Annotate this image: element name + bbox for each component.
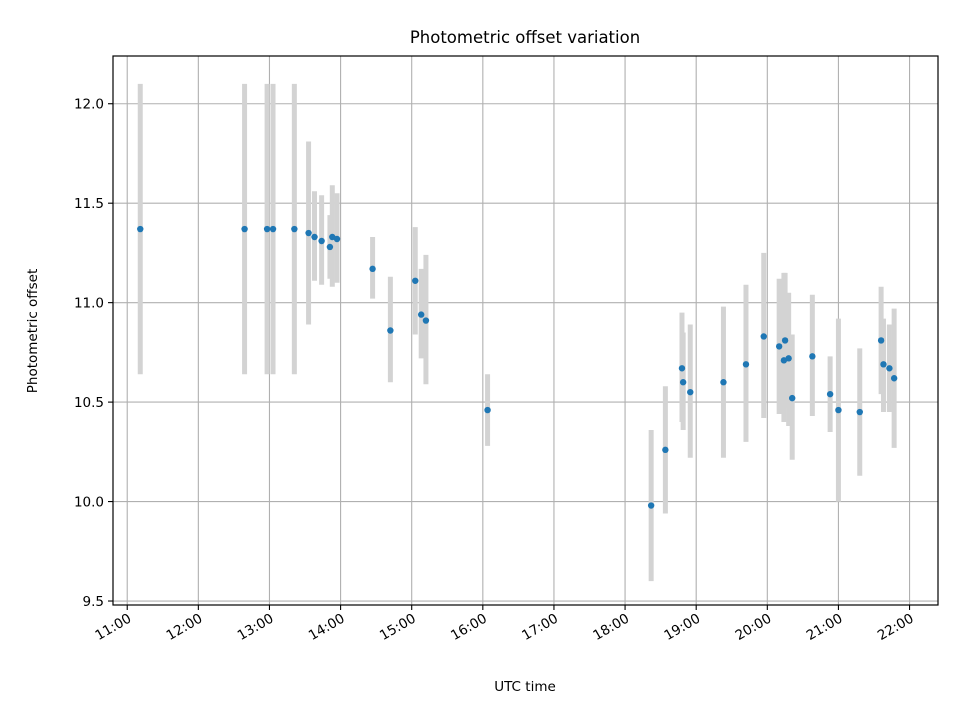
- data-point: [835, 406, 842, 414]
- data-point: [263, 225, 271, 233]
- data-point: [720, 379, 727, 386]
- data-point: [241, 225, 248, 233]
- y-axis-ticks: 9.5 10.0 10.5 11.0 11.5 12.0: [74, 97, 113, 610]
- data-point: [422, 317, 430, 324]
- data-point: [687, 388, 694, 396]
- grid: [113, 56, 938, 605]
- data-point: [412, 277, 419, 284]
- data-point: [826, 390, 834, 398]
- plot-frame: [112, 55, 939, 606]
- data-points: [137, 225, 898, 509]
- y-tick-label: 11.0: [74, 296, 104, 312]
- data-point: [877, 337, 885, 344]
- data-point: [886, 365, 893, 372]
- data-point: [318, 237, 325, 245]
- data-point: [269, 225, 277, 233]
- x-axis-label: UTC time: [494, 679, 556, 695]
- data-point: [679, 379, 687, 386]
- data-point: [678, 365, 686, 372]
- data-point: [326, 243, 334, 251]
- y-tick-label: 11.5: [74, 196, 104, 212]
- data-point: [137, 225, 144, 233]
- data-point: [856, 408, 863, 416]
- y-tick-label: 10.5: [74, 395, 104, 411]
- data-point: [662, 446, 669, 454]
- y-tick-label: 9.5: [83, 594, 104, 610]
- data-point: [781, 337, 789, 344]
- data-point: [789, 394, 796, 402]
- data-point: [742, 361, 750, 368]
- data-point: [417, 311, 425, 318]
- data-point: [760, 333, 767, 340]
- data-point: [305, 229, 312, 237]
- data-point: [333, 235, 341, 243]
- data-point: [311, 233, 318, 241]
- data-point: [484, 406, 491, 414]
- y-axis-label: Photometric offset: [25, 269, 41, 393]
- chart-title: Photometric offset variation: [410, 28, 640, 47]
- data-point: [890, 375, 898, 382]
- data-point: [775, 343, 783, 350]
- y-tick-label: 10.0: [74, 495, 104, 511]
- data-point: [387, 327, 394, 334]
- data-point: [291, 225, 298, 233]
- plot-area: [113, 56, 938, 605]
- data-point: [369, 265, 376, 273]
- data-point: [809, 353, 816, 360]
- data-point: [647, 502, 655, 509]
- data-point: [880, 361, 887, 368]
- data-point: [785, 355, 792, 362]
- y-tick-label: 12.0: [74, 97, 104, 113]
